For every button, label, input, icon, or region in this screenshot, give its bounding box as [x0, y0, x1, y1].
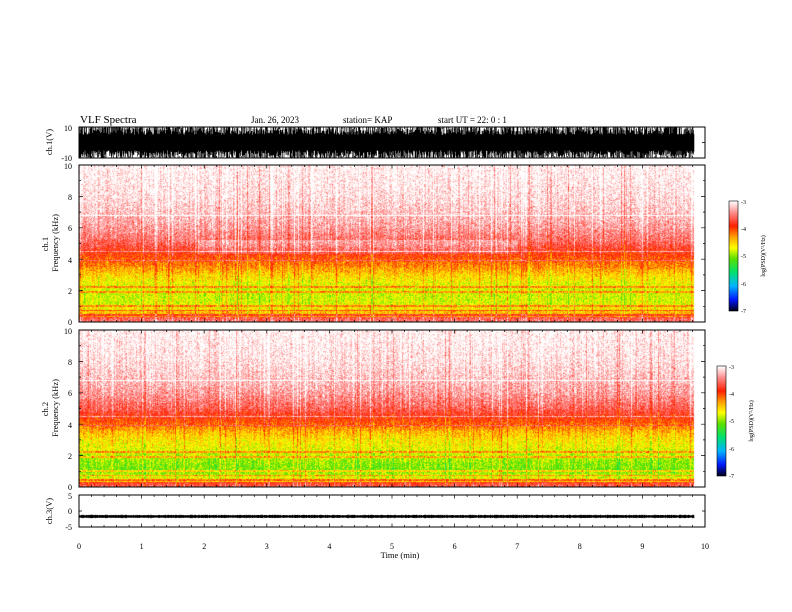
time-tick-9: 9: [640, 542, 644, 551]
ch1-waveform-line: [78, 127, 695, 158]
ch2-freq-ticks: 0 2 4 6 8 10: [64, 327, 72, 492]
time-tick-8: 8: [578, 542, 582, 551]
ch1-colorbar-frame: [728, 200, 739, 312]
ch2-spectrogram-image: [79, 330, 705, 487]
ch2-freq-tick-0: 0: [68, 483, 72, 492]
ch1-waveform-ylabel: ch.1(V): [44, 129, 54, 155]
ch1-freq-tick-10: 10: [64, 162, 72, 171]
ch3-ytick-top: 5: [68, 492, 72, 501]
ch1-ytick-top: 10: [64, 124, 72, 133]
ch2-colorbar-frame: [716, 365, 727, 477]
time-tick-0: 0: [77, 542, 81, 551]
ch2-spectrogram-panel: 0 2 4 6 8 10 ch.2 Frequency (kHz): [40, 327, 706, 492]
ch1-colorbar-gradient: [729, 201, 738, 311]
ch3-ytick-bottom: -5: [65, 523, 72, 532]
ch2-colorbar-label: log(PSD)(V²/Hz): [748, 400, 755, 441]
ch1-spectrogram-image: [79, 165, 705, 322]
ch3-waveform-trace: [78, 514, 695, 519]
time-tick-2: 2: [202, 542, 206, 551]
time-tick-5: 5: [390, 542, 394, 551]
ch1-freq-tick-6: 6: [68, 224, 72, 233]
time-tick-10: 10: [701, 542, 709, 551]
time-tick-7: 7: [515, 542, 519, 551]
ch3-waveform-frame: [78, 494, 706, 528]
ch2-freq-tick-6: 6: [68, 389, 72, 398]
ch2-colorbar-gradient: [717, 366, 726, 476]
ch2-spectrogram-ylabel: ch.2 Frequency (kHz): [40, 379, 60, 437]
axis-tick-marks: [78, 127, 706, 527]
ch2-cb-tick-m5: -5: [729, 419, 734, 425]
time-tick-4: 4: [327, 542, 331, 551]
ch2-freq-tick-2: 2: [68, 452, 72, 461]
ch2-cb-tick-m7: -7: [729, 474, 734, 480]
time-tick-1: 1: [140, 542, 144, 551]
ch1-freq-tick-0: 0: [68, 318, 72, 327]
time-tick-3: 3: [265, 542, 269, 551]
ch1-ylabel-line1: ch.1: [40, 237, 50, 251]
ch2-cb-tick-m4: -4: [729, 392, 734, 398]
ch1-cb-tick-m7: -7: [741, 309, 746, 315]
ch1-spectrogram-ylabel: ch.1 Frequency (kHz): [40, 214, 60, 272]
ch2-freq-tick-10: 10: [64, 327, 72, 336]
ch2-ylabel-line1: ch.2: [40, 402, 50, 416]
ch1-freq-tick-2: 2: [68, 287, 72, 296]
ch1-freq-tick-4: 4: [68, 256, 72, 265]
ch1-spectrogram-panel: 0 2 4 6 8 10 ch.1 Frequency (kHz): [40, 162, 706, 327]
ch1-cb-tick-m4: -4: [741, 227, 746, 233]
ch1-ytick-bottom: -10: [61, 154, 72, 163]
start-ut-label: start UT = 22: 0 : 1: [438, 115, 507, 125]
ch2-freq-tick-4: 4: [68, 421, 72, 430]
ch3-waveform-line: [78, 514, 695, 519]
time-tick-6: 6: [453, 542, 457, 551]
ch1-cb-tick-m6: -6: [741, 282, 746, 288]
tick-marks-path: [78, 127, 706, 527]
ch1-waveform-panel: 10 -10 ch.1(V): [44, 124, 706, 163]
ch2-cb-tick-m6: -6: [729, 447, 734, 453]
ch3-waveform-ylabel: ch.3(V): [44, 498, 54, 524]
ch3-ytick-mid: 0: [68, 507, 72, 516]
ch2-ylabel-line2: Frequency (kHz): [50, 379, 60, 437]
ch2-freq-tick-8: 8: [68, 358, 72, 367]
ch1-ylabel-line2: Frequency (kHz): [50, 214, 60, 272]
ch1-cb-tick-m5: -5: [741, 254, 746, 260]
time-axis: 0 1 2 3 4 5 6 7 8 9 10 Time (min): [77, 542, 709, 560]
ch1-freq-tick-8: 8: [68, 193, 72, 202]
ch2-cb-tick-m3: -3: [729, 365, 734, 371]
station-label: station= KAP: [343, 115, 392, 125]
ch1-colorbar-label: log(PSD)(V²/Hz): [760, 235, 767, 276]
ch1-waveform-trace: [78, 127, 695, 158]
ch2-colorbar: -3 -4 -5 -6 -7 log(PSD)(V²/Hz): [716, 365, 755, 480]
ch3-waveform-panel: 5 0 -5 ch.3(V): [44, 492, 706, 532]
date-label: Jan. 26, 2023: [251, 115, 299, 125]
figure-title: VLF Spectra: [80, 114, 137, 126]
ch1-cb-tick-m3: -3: [741, 200, 746, 206]
time-axis-label: Time (min): [381, 550, 420, 560]
ch1-freq-ticks: 0 2 4 6 8 10: [64, 162, 72, 327]
ch1-colorbar: -3 -4 -5 -6 -7 log(PSD)(V²/Hz): [728, 200, 767, 315]
